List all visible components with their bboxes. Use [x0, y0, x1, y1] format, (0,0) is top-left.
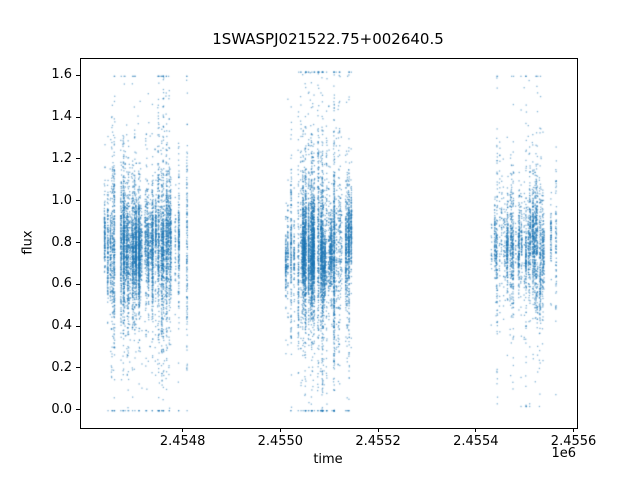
x-tick-label: 2.4556 — [550, 434, 597, 449]
x-axis-label: time — [313, 452, 343, 467]
x-tick-label: 2.4548 — [159, 434, 206, 449]
x-tick-label: 2.4552 — [355, 434, 401, 449]
y-tick-mark — [76, 409, 80, 411]
plot-area — [80, 58, 578, 429]
x-axis-offset-label: 1e6 — [551, 446, 576, 461]
x-tick-mark — [182, 428, 184, 432]
chart-title: 1SWASPJ021522.75+002640.5 — [212, 30, 444, 48]
y-tick-mark — [76, 158, 80, 160]
y-tick-mark — [76, 116, 80, 118]
y-tick-label: 0.4 — [51, 318, 72, 334]
y-tick-mark — [76, 283, 80, 285]
x-tick-mark — [377, 428, 379, 432]
y-tick-label: 0.6 — [51, 276, 72, 292]
x-tick-mark — [475, 428, 477, 432]
y-tick-label: 1.6 — [51, 67, 72, 83]
x-tick-mark — [573, 428, 575, 432]
y-tick-label: 0.0 — [51, 401, 72, 417]
y-tick-mark — [76, 200, 80, 202]
y-tick-mark — [76, 367, 80, 369]
y-tick-mark — [76, 74, 80, 76]
y-tick-mark — [76, 242, 80, 243]
scatter-points-canvas — [81, 59, 577, 428]
y-tick-label: 0.8 — [51, 234, 72, 250]
x-tick-mark — [279, 428, 281, 432]
y-tick-label: 1.0 — [51, 192, 72, 208]
y-tick-mark — [76, 325, 80, 327]
y-tick-label: 1.2 — [51, 150, 72, 166]
x-tick-label: 2.4554 — [453, 434, 499, 449]
y-tick-label: 1.4 — [51, 109, 72, 125]
y-tick-label: 0.2 — [51, 359, 72, 375]
x-tick-label: 2.4550 — [257, 434, 304, 449]
